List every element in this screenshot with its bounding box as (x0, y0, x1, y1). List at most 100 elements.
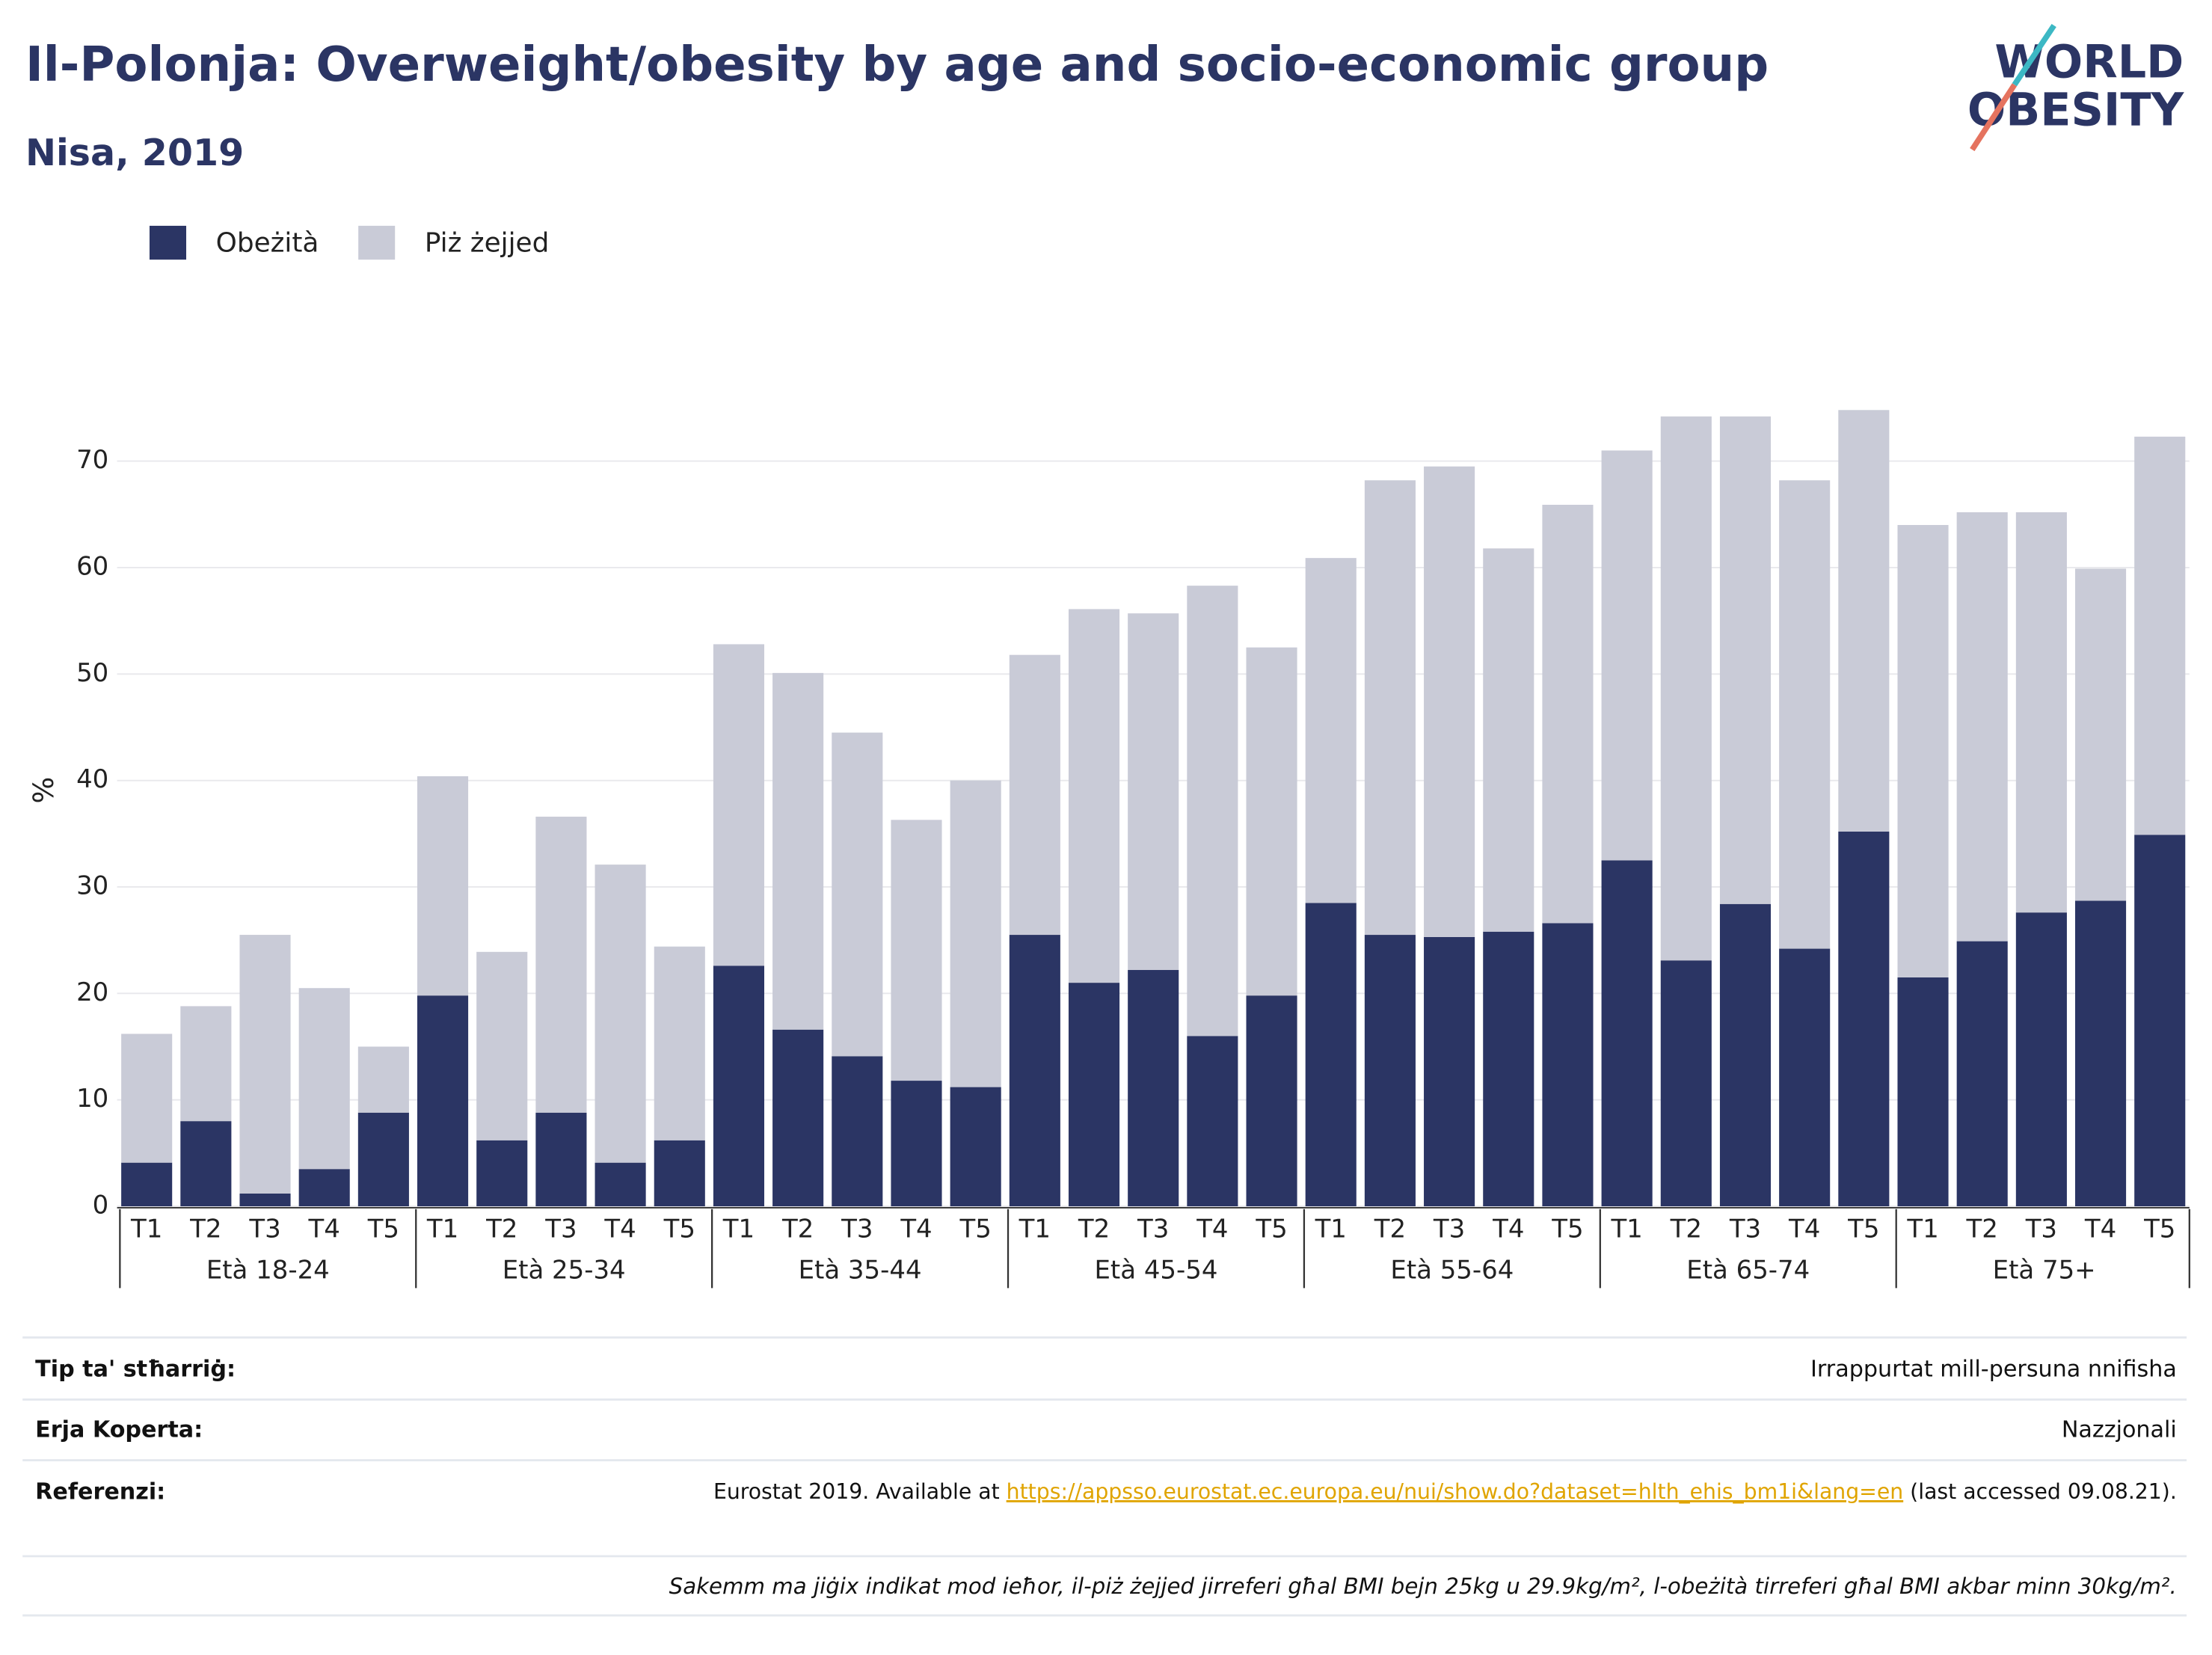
logo-slash (2012, 23, 2056, 87)
group-label: Età 18-24 (206, 1255, 330, 1285)
bar-segment (1364, 480, 1416, 936)
x-tick-label: T2 (1374, 1215, 1406, 1244)
bar-segment (891, 1081, 942, 1207)
bar-segment (2134, 835, 2186, 1207)
x-tick-label: T3 (1137, 1215, 1169, 1244)
ref-link[interactable]: https://appsso.eurostat.ec.europa.eu/nui… (1007, 1479, 1904, 1504)
bar-segment (2134, 436, 2186, 835)
x-tick-label: T3 (1729, 1215, 1761, 1244)
y-tick-label: 60 (76, 551, 108, 581)
x-tick-label: T1 (722, 1215, 755, 1244)
bar-segment (535, 1112, 587, 1207)
bar-segment (713, 965, 764, 1207)
bar-segment (1305, 903, 1357, 1207)
logo-slash (1970, 83, 2018, 152)
bar-segment (1128, 970, 1179, 1207)
bar-segment (1660, 960, 1712, 1207)
bar-segment (535, 817, 587, 1113)
bar-segment (654, 1140, 705, 1207)
bar-segment (2075, 568, 2127, 901)
bar-segment (1009, 935, 1060, 1207)
bar-segment (239, 1193, 291, 1207)
row-value: Irrappurtat mill-persuna nnifisha (1810, 1356, 2177, 1382)
bar-segment (891, 820, 942, 1081)
x-tick-label: T4 (308, 1215, 340, 1244)
x-tick-label: T4 (1492, 1215, 1524, 1244)
bar-segment (476, 951, 528, 1140)
legend-label: Obeżità (216, 227, 319, 258)
y-axis-label: % (27, 777, 60, 804)
bar-segment (1956, 512, 2008, 942)
row-value: Nazzjonali (2062, 1416, 2177, 1443)
group-label: Età 35-44 (799, 1255, 922, 1285)
x-tick-label: T1 (1315, 1215, 1347, 1244)
bar-segment (1779, 480, 1831, 949)
chart-title: Il-Polonja: Overweight/obesity by age an… (25, 37, 1769, 93)
x-tick-label: T3 (544, 1215, 577, 1244)
x-tick-label: T1 (1906, 1215, 1938, 1244)
legend-swatch (358, 225, 396, 260)
logo: OBESITY (1967, 85, 2185, 137)
y-tick-label: 40 (76, 764, 108, 794)
ref-text: (last accessed 09.08.21). (1903, 1479, 2177, 1504)
bar-segment (1660, 416, 1712, 961)
bar-segment (1068, 609, 1120, 983)
bar-segment (1068, 983, 1120, 1207)
y-tick-label: 10 (76, 1084, 108, 1114)
bar-segment (1897, 977, 1949, 1207)
bar-segment (1779, 948, 1831, 1207)
bar-segment (298, 988, 350, 1170)
row-value: Eurostat 2019. Available at https://apps… (713, 1479, 2177, 1504)
bar-segment (121, 1162, 173, 1207)
bar-segment (417, 995, 469, 1207)
bar-segment (1483, 548, 1534, 932)
bar-segment (1601, 860, 1653, 1207)
x-tick-label: T5 (1551, 1215, 1583, 1244)
bar-segment (417, 776, 469, 996)
x-tick-label: T1 (1019, 1215, 1051, 1244)
bar-segment (1364, 935, 1416, 1207)
bar-segment (772, 672, 824, 1030)
row-label: Referenzi: (35, 1479, 165, 1505)
bar-segment (121, 1034, 173, 1163)
x-tick-label: T2 (1966, 1215, 1998, 1244)
bar-segment (713, 644, 764, 966)
bar-segment (1719, 416, 1772, 904)
group-label: Età 25-34 (503, 1255, 626, 1285)
logo: WORLD (1994, 36, 2184, 88)
y-tick-label: 0 (93, 1191, 109, 1220)
bar-segment (1542, 923, 1594, 1207)
x-tick-label: T5 (1255, 1215, 1287, 1244)
x-tick-label: T4 (603, 1215, 636, 1244)
bar-segment (2075, 900, 2127, 1207)
bar-segment (1601, 450, 1653, 861)
x-tick-label: T4 (900, 1215, 932, 1244)
bar-segment (357, 1046, 409, 1113)
group-label: Età 75+ (1993, 1255, 2096, 1285)
chart-subtitle: Nisa, 2019 (25, 131, 244, 174)
x-tick-label: T3 (841, 1215, 873, 1244)
bar-segment (1956, 941, 2008, 1207)
group-label: Età 55-64 (1390, 1255, 1514, 1285)
x-tick-label: T3 (2025, 1215, 2057, 1244)
x-tick-label: T2 (1078, 1215, 1110, 1244)
ref-text: Eurostat 2019. Available at (713, 1479, 1007, 1504)
bar-segment (239, 935, 291, 1194)
x-tick-label: T4 (1788, 1215, 1820, 1244)
x-tick-label: T2 (485, 1215, 517, 1244)
y-tick-label: 20 (76, 977, 108, 1007)
bar-segment (832, 1056, 883, 1207)
bar-segment (1424, 466, 1475, 937)
group-label: Età 45-54 (1094, 1255, 1217, 1285)
bar-segment (950, 780, 1001, 1087)
bar-segment (1187, 586, 1238, 1037)
y-tick-label: 70 (76, 445, 108, 475)
x-tick-label: T5 (959, 1215, 991, 1244)
bar-segment (832, 732, 883, 1057)
x-tick-label: T4 (2084, 1215, 2116, 1244)
bar-segment (1128, 613, 1179, 971)
legend-label: Piż żejjed (425, 227, 550, 258)
x-tick-label: T1 (426, 1215, 458, 1244)
x-tick-label: T5 (367, 1215, 399, 1244)
